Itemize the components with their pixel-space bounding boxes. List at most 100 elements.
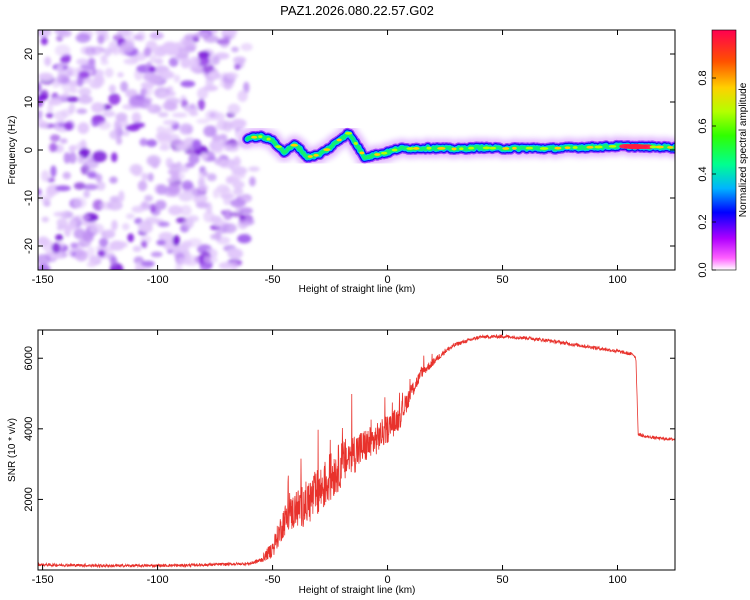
noise-blob (230, 198, 246, 208)
noise-blob (92, 199, 104, 211)
noise-blob (47, 103, 54, 115)
noise-blob (105, 228, 116, 237)
noise-blob (45, 112, 54, 118)
noise-blob (230, 261, 238, 270)
signal-hotspot (344, 131, 353, 135)
signal-hotspot (374, 153, 381, 156)
spectrogram-x-label: Height of straight line (km) (299, 284, 416, 295)
noise-blob (77, 155, 85, 164)
noise-blob (248, 166, 260, 172)
signal-hotspot (412, 147, 420, 150)
noise-blob (143, 47, 152, 57)
spectrogram-y-ticks: -20 -10 0 10 20 (23, 48, 675, 254)
noise-blob (182, 39, 195, 51)
noise-blob (216, 184, 230, 194)
noise-blob (119, 41, 135, 53)
signal-hotspot (380, 151, 388, 155)
noise-blob (162, 41, 178, 53)
spectrogram-y-label: Frequency (Hz) (7, 116, 18, 185)
noise-blob (40, 170, 50, 182)
noise-blob (144, 194, 154, 202)
figure-title: PAZ1.2026.080.22.57.G02 (280, 3, 434, 18)
snr-ytick-label: 2000 (23, 487, 35, 511)
noise-blob (133, 34, 144, 41)
signal-hotspot (512, 146, 517, 150)
noise-blob (168, 205, 183, 216)
snr-y-label: SNR (10 * v/v) (7, 418, 18, 482)
noise-blob (78, 238, 92, 248)
spectrogram-ytick-label: 0 (23, 147, 35, 153)
noise-blob (38, 109, 43, 120)
noise-blob (158, 91, 170, 98)
noise-blob (88, 255, 101, 264)
noise-blob (121, 130, 130, 137)
signal-hotspot (323, 148, 331, 151)
signal-hotspot (554, 146, 562, 150)
noise-blob (70, 242, 79, 249)
noise-blob (109, 129, 120, 140)
snr-y-ticks: 2000 4000 6000 (23, 346, 675, 512)
noise-blob (203, 125, 217, 138)
snr-xtick-label: 100 (608, 574, 626, 586)
noise-blob (50, 165, 57, 178)
noise-blob (231, 166, 248, 176)
noise-blob (203, 256, 218, 264)
signal-hotspot (451, 147, 457, 151)
noise-blob (107, 200, 123, 211)
noise-blob (117, 72, 124, 78)
noise-blob (237, 219, 249, 230)
signal-hotspot (353, 142, 358, 145)
noise-blob (86, 246, 96, 257)
noise-blob (180, 80, 196, 88)
signal-hotspot (307, 155, 313, 158)
spectrogram-xtick-label: -150 (32, 274, 54, 286)
noise-blob (73, 182, 86, 190)
noise-blob (108, 84, 116, 94)
noise-blob (227, 103, 241, 115)
noise-blob (170, 171, 180, 181)
noise-blob (137, 180, 148, 192)
spectrogram-xtick-label: -100 (147, 274, 169, 286)
noise-blob (96, 245, 109, 252)
noise-blob (38, 194, 53, 201)
colorbar-label: Normalized spectral amplitude (738, 82, 749, 217)
noise-blob (40, 120, 49, 129)
noise-blob (140, 240, 148, 249)
noise-blob (131, 164, 143, 177)
noise-blob (196, 118, 210, 124)
signal-hotspot (313, 153, 319, 157)
noise-blob (83, 158, 99, 169)
noise-blob (237, 233, 252, 244)
noise-blob (70, 145, 78, 151)
noise-blob (221, 223, 237, 234)
noise-blob (178, 191, 194, 202)
noise-blob (218, 133, 228, 141)
noise-blob (227, 248, 244, 260)
noise-blob (49, 142, 58, 153)
noise-blob (233, 155, 241, 167)
colorbar-tick-label: 0.0 (697, 262, 709, 277)
noise-blob (158, 221, 170, 227)
snr-xtick-label: 0 (384, 574, 390, 586)
signal-hotspot (266, 137, 271, 141)
noise-blob (97, 33, 105, 45)
noise-blob (47, 98, 63, 106)
noise-blob (220, 193, 235, 200)
noise-blob (146, 139, 158, 148)
snr-x-ticks: -150 -100 -50 0 50 100 (32, 330, 627, 586)
noise-blob (59, 55, 71, 64)
noise-blob (56, 225, 64, 231)
signal-hotspot (336, 138, 342, 142)
noise-blob (149, 31, 164, 40)
noise-blob (234, 64, 241, 70)
noise-blob (109, 195, 121, 203)
snr-xtick-label: -50 (265, 574, 281, 586)
colorbar-tick-label: 0.4 (697, 166, 709, 181)
noise-blob (132, 245, 142, 253)
noise-blob (186, 125, 193, 135)
noise-blob (159, 144, 170, 151)
signal-hotspot (502, 147, 510, 150)
noise-blob (203, 210, 215, 223)
noise-blob (203, 63, 214, 74)
spectrogram-x-ticks: -150 -100 -50 0 50 100 (32, 30, 627, 286)
